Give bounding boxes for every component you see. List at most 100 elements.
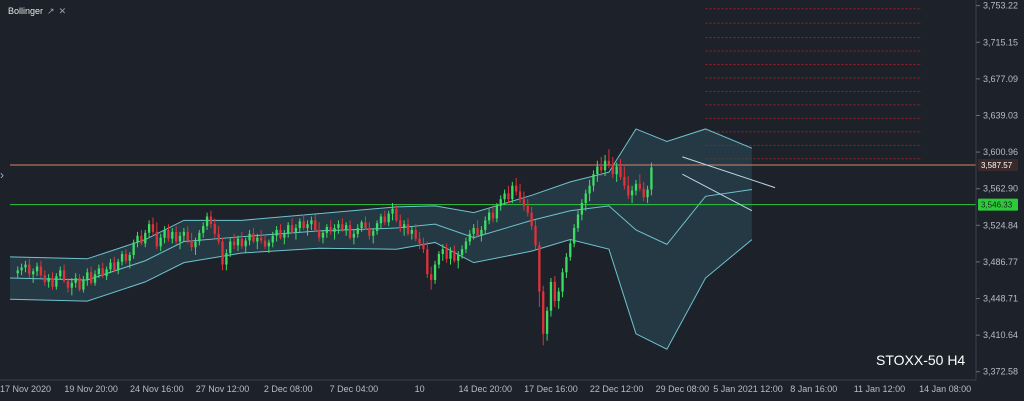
candle-body-89: [360, 222, 363, 229]
candle-body-47: [198, 232, 201, 242]
candlesticks: [16, 149, 653, 346]
candle-body-19: [89, 272, 93, 283]
candle-body-52: [217, 233, 220, 242]
candle-body-145: [576, 214, 580, 229]
candle-body-68: [279, 229, 282, 238]
candle-body-91: [368, 228, 371, 236]
candle-body-65: [267, 242, 271, 247]
close-icon[interactable]: ✕: [58, 5, 67, 16]
candle-body-83: [337, 224, 340, 229]
candle-body-73: [298, 221, 301, 229]
candle-body-25: [113, 262, 116, 271]
candle-body-50: [209, 216, 213, 225]
x-tick-label-3: 27 Nov 12:00: [196, 384, 250, 394]
candle-body-32: [140, 235, 143, 244]
candle-body-129: [515, 185, 518, 192]
candle-body-100: [402, 224, 406, 229]
candle-body-46: [194, 241, 197, 248]
candle-body-164: [650, 167, 653, 190]
candle-body-26: [117, 261, 120, 271]
candle-body-106: [426, 249, 429, 275]
candle-body-44: [186, 231, 189, 241]
candle-body-156: [619, 166, 622, 178]
bollinger-band-fill: [10, 128, 752, 350]
candle-body-40: [171, 231, 174, 239]
candle-body-108: [433, 264, 437, 280]
indicator-legend: Bollinger ↗ ✕: [8, 4, 66, 18]
candle-body-159: [630, 190, 634, 196]
candle-body-135: [538, 245, 541, 292]
candle-body-13: [66, 280, 70, 288]
candle-body-55: [229, 241, 232, 254]
candle-body-69: [283, 233, 286, 238]
candle-body-114: [457, 254, 460, 261]
y-tick-label-5: 3,562.90: [983, 184, 1018, 194]
red-level-grid: [705, 8, 922, 160]
candle-body-15: [74, 278, 77, 283]
candle-body-63: [260, 237, 263, 241]
candle-body-17: [82, 279, 85, 290]
candle-body-34: [147, 224, 151, 233]
candle-body-94: [379, 216, 383, 224]
candle-body-141: [561, 272, 564, 292]
candle-body-62: [256, 237, 259, 242]
support-price-tag: 3,546.33: [981, 201, 1013, 210]
x-tick-label-2: 24 Nov 16:00: [130, 384, 184, 394]
candle-body-90: [364, 222, 367, 229]
y-tick-label-8: 3,448.71: [983, 294, 1018, 304]
candle-body-21: [97, 268, 101, 275]
candle-body-4: [32, 271, 35, 275]
candle-body-107: [430, 274, 433, 280]
axes: 3,753.22 3,715.15 3,677.09 3,639.03 3,600.96…: [0, 0, 1018, 394]
candle-body-120: [480, 229, 483, 236]
candle-body-87: [352, 233, 356, 238]
candle-body-126: [503, 193, 506, 200]
candle-body-101: [406, 224, 410, 234]
candle-body-48: [202, 226, 205, 233]
candle-body-49: [205, 216, 209, 227]
candle-body-45: [190, 240, 193, 248]
trend-line-1: [682, 173, 753, 212]
candle-body-134: [534, 226, 537, 246]
candle-body-0: [16, 270, 19, 274]
candle-body-153: [607, 160, 611, 165]
y-tick-label-7: 3,486.77: [983, 257, 1018, 267]
x-tick-label-4: 2 Dec 08:00: [264, 384, 313, 394]
chevron-right-icon[interactable]: ›: [0, 168, 4, 182]
candle-body-66: [271, 235, 274, 243]
candle-body-88: [356, 228, 359, 234]
candle-body-144: [572, 228, 576, 244]
candle-body-93: [375, 223, 379, 231]
candle-body-143: [569, 243, 572, 257]
candle-body-158: [627, 185, 630, 196]
candle-body-161: [638, 183, 641, 189]
candle-body-123: [491, 212, 495, 219]
link-icon[interactable]: ↗: [47, 5, 55, 16]
candle-body-119: [476, 228, 479, 236]
y-tick-label-3: 3,639.03: [983, 110, 1018, 120]
y-tick-label-1: 3,715.15: [983, 37, 1018, 47]
bollinger-bands: [9, 128, 753, 350]
x-tick-label-14: 14 Jan 08:00: [919, 384, 971, 394]
candle-body-102: [410, 229, 414, 234]
candle-body-10: [55, 276, 58, 287]
candle-body-67: [275, 229, 278, 236]
candle-body-54: [225, 253, 228, 265]
candle-body-109: [437, 254, 441, 265]
x-tick-label-10: 29 Dec 08:00: [656, 384, 710, 394]
candle-body-121: [484, 220, 487, 230]
indicator-name[interactable]: Bollinger: [8, 6, 44, 16]
candle-body-74: [302, 221, 305, 229]
candle-body-64: [263, 240, 267, 247]
candle-body-104: [418, 238, 421, 244]
candle-body-38: [163, 229, 166, 238]
candle-body-112: [449, 251, 452, 259]
candle-body-1: [20, 267, 23, 271]
candle-body-150: [596, 166, 599, 175]
candle-body-152: [603, 160, 607, 171]
candle-body-160: [634, 183, 638, 191]
x-tick-label-6: 10: [415, 384, 425, 394]
candle-body-132: [526, 205, 529, 213]
